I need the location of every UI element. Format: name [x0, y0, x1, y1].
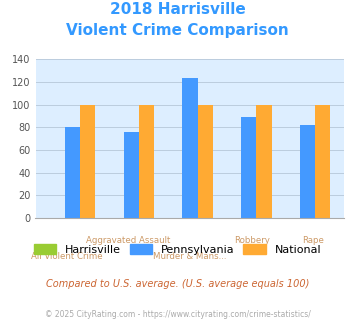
Text: Aggravated Assault: Aggravated Assault [86, 236, 170, 245]
Text: Robbery: Robbery [234, 236, 270, 245]
Bar [65, 127, 80, 218]
Bar [124, 132, 139, 218]
Text: © 2025 CityRating.com - https://www.cityrating.com/crime-statistics/: © 2025 CityRating.com - https://www.city… [45, 310, 310, 319]
Bar [300, 125, 315, 218]
Bar [139, 105, 154, 218]
Text: Violent Crime Comparison: Violent Crime Comparison [66, 23, 289, 38]
Text: 2018 Harrisville: 2018 Harrisville [110, 2, 245, 16]
Legend: Harrisville, Pennsylvania, National: Harrisville, Pennsylvania, National [29, 240, 326, 259]
Bar [198, 105, 213, 218]
Text: Compared to U.S. average. (U.S. average equals 100): Compared to U.S. average. (U.S. average … [46, 279, 309, 289]
Bar [315, 105, 330, 218]
Text: Murder & Mans...: Murder & Mans... [153, 252, 227, 261]
Bar [241, 117, 256, 218]
Text: All Violent Crime: All Violent Crime [31, 252, 102, 261]
Bar [182, 78, 198, 218]
Bar [80, 105, 95, 218]
Text: Rape: Rape [302, 236, 324, 245]
Bar [256, 105, 272, 218]
